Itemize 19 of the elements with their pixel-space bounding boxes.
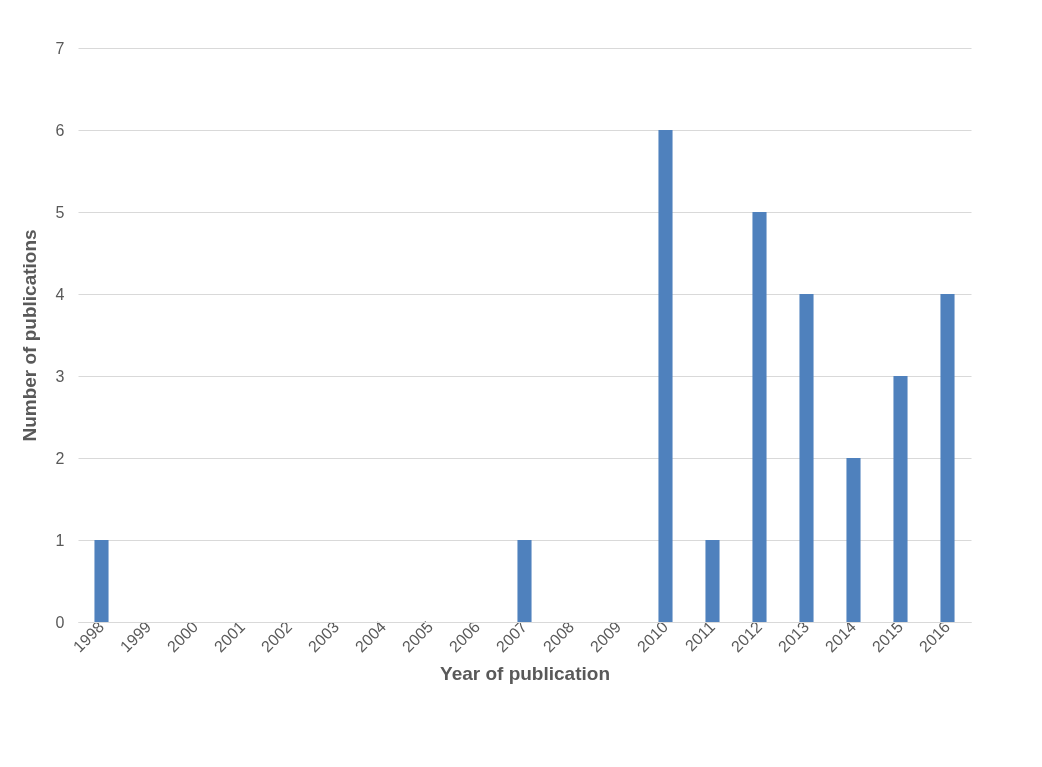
y-tick-label: 6	[55, 121, 65, 139]
bar	[658, 130, 673, 622]
bar	[799, 294, 814, 622]
y-tick-label: 2	[55, 449, 65, 467]
y-tick-label: 7	[55, 39, 65, 57]
y-tick-label: 4	[55, 285, 65, 303]
y-tick-label: 0	[55, 613, 65, 631]
bar	[893, 376, 908, 622]
y-tick-label: 3	[55, 367, 65, 385]
y-tick-label: 5	[55, 203, 65, 221]
x-axis-title: Year of publication	[440, 663, 610, 685]
bar	[846, 458, 861, 622]
bar	[705, 540, 720, 622]
bar	[517, 540, 532, 622]
bar	[940, 294, 955, 622]
y-tick-label: 1	[55, 531, 65, 549]
bar	[752, 212, 767, 622]
bar	[94, 540, 109, 622]
y-axis-title: Number of publications	[18, 229, 40, 442]
